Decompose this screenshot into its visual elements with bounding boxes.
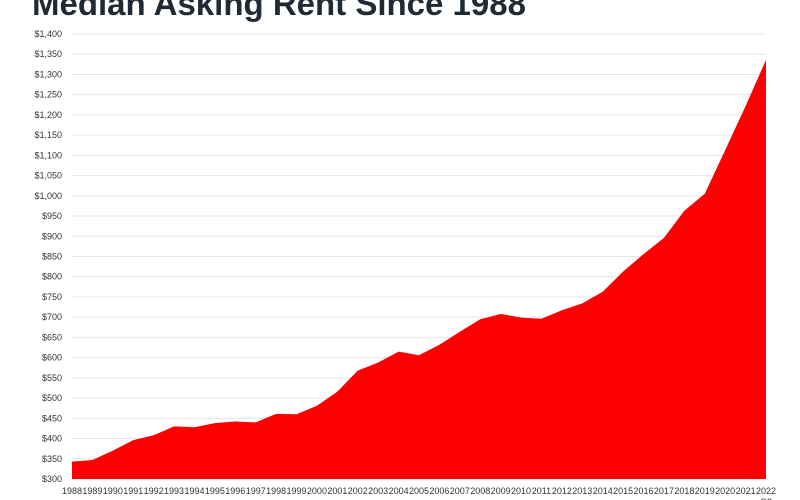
x-tick-label: 1990 [103,486,123,496]
y-tick-label: $1,250 [34,90,62,100]
x-tick-label: 1998 [266,486,286,496]
y-tick-label: $650 [42,332,62,342]
x-tick-label: 2000 [307,486,327,496]
chart-title: Median Asking Rent Since 1988 [32,0,526,22]
y-tick-label: $1,150 [34,130,62,140]
x-tick-label: 2002 [348,486,368,496]
y-tick-label: $400 [42,434,62,444]
x-tick-label: 2015 [613,486,633,496]
x-tick-label: 1993 [164,486,184,496]
x-tick-label: 2001 [327,486,347,496]
y-tick-label: $950 [42,211,62,221]
x-tick-label: 1989 [82,486,102,496]
y-tick-label: $600 [42,353,62,363]
x-tick-label: 2005 [409,486,429,496]
x-tick-label: 2010 [511,486,531,496]
x-tick-label: 1988 [62,486,82,496]
y-tick-label: $1,200 [34,110,62,120]
y-tick-label: $1,100 [34,150,62,160]
y-tick-label: $750 [42,292,62,302]
x-tick-label: 2009 [491,486,511,496]
x-tick-label: 2008 [470,486,490,496]
x-tick-label: 2003 [368,486,388,496]
x-tick-label: 2019 [695,486,715,496]
x-tick-label: 2004 [389,486,409,496]
x-tick-label: 2022 [756,486,776,496]
x-tick-label: 2014 [593,486,613,496]
y-tick-label: $1,000 [34,191,62,201]
x-tick-label: 2011 [532,486,551,496]
x-tick-label: 2006 [429,486,449,496]
x-tick-label: 2007 [450,486,470,496]
x-tick-label: 2012 [552,486,572,496]
y-tick-label: $900 [42,231,62,241]
x-tick-label: 1991 [123,486,143,496]
y-tick-label: $550 [42,373,62,383]
x-tick-label: 1995 [205,486,225,496]
y-tick-label: $1,050 [34,171,62,181]
x-tick-label: 2017 [654,486,674,496]
y-tick-label: $1,400 [34,29,62,39]
x-tick-sublabel: Q2 [760,497,772,500]
y-tick-label: $300 [42,474,62,484]
y-tick-label: $450 [42,413,62,423]
x-tick-label: 1992 [144,486,164,496]
x-tick-label: 2016 [634,486,654,496]
x-tick-label: 2021 [736,486,756,496]
y-tick-label: $500 [42,393,62,403]
y-tick-label: $700 [42,312,62,322]
y-tick-label: $1,350 [34,49,62,59]
x-tick-label: 1999 [287,486,307,496]
area-series [72,59,766,480]
x-tick-label: 1997 [246,486,266,496]
x-tick-label: 1994 [184,486,204,496]
y-tick-label: $800 [42,272,62,282]
y-tick-label: $350 [42,454,62,464]
x-tick-label: 2020 [715,486,735,496]
x-tick-label: 2018 [674,486,694,496]
x-tick-label: 1996 [225,486,245,496]
y-tick-label: $1,300 [34,69,62,79]
x-tick-label: 2013 [572,486,592,496]
y-tick-label: $850 [42,252,62,262]
